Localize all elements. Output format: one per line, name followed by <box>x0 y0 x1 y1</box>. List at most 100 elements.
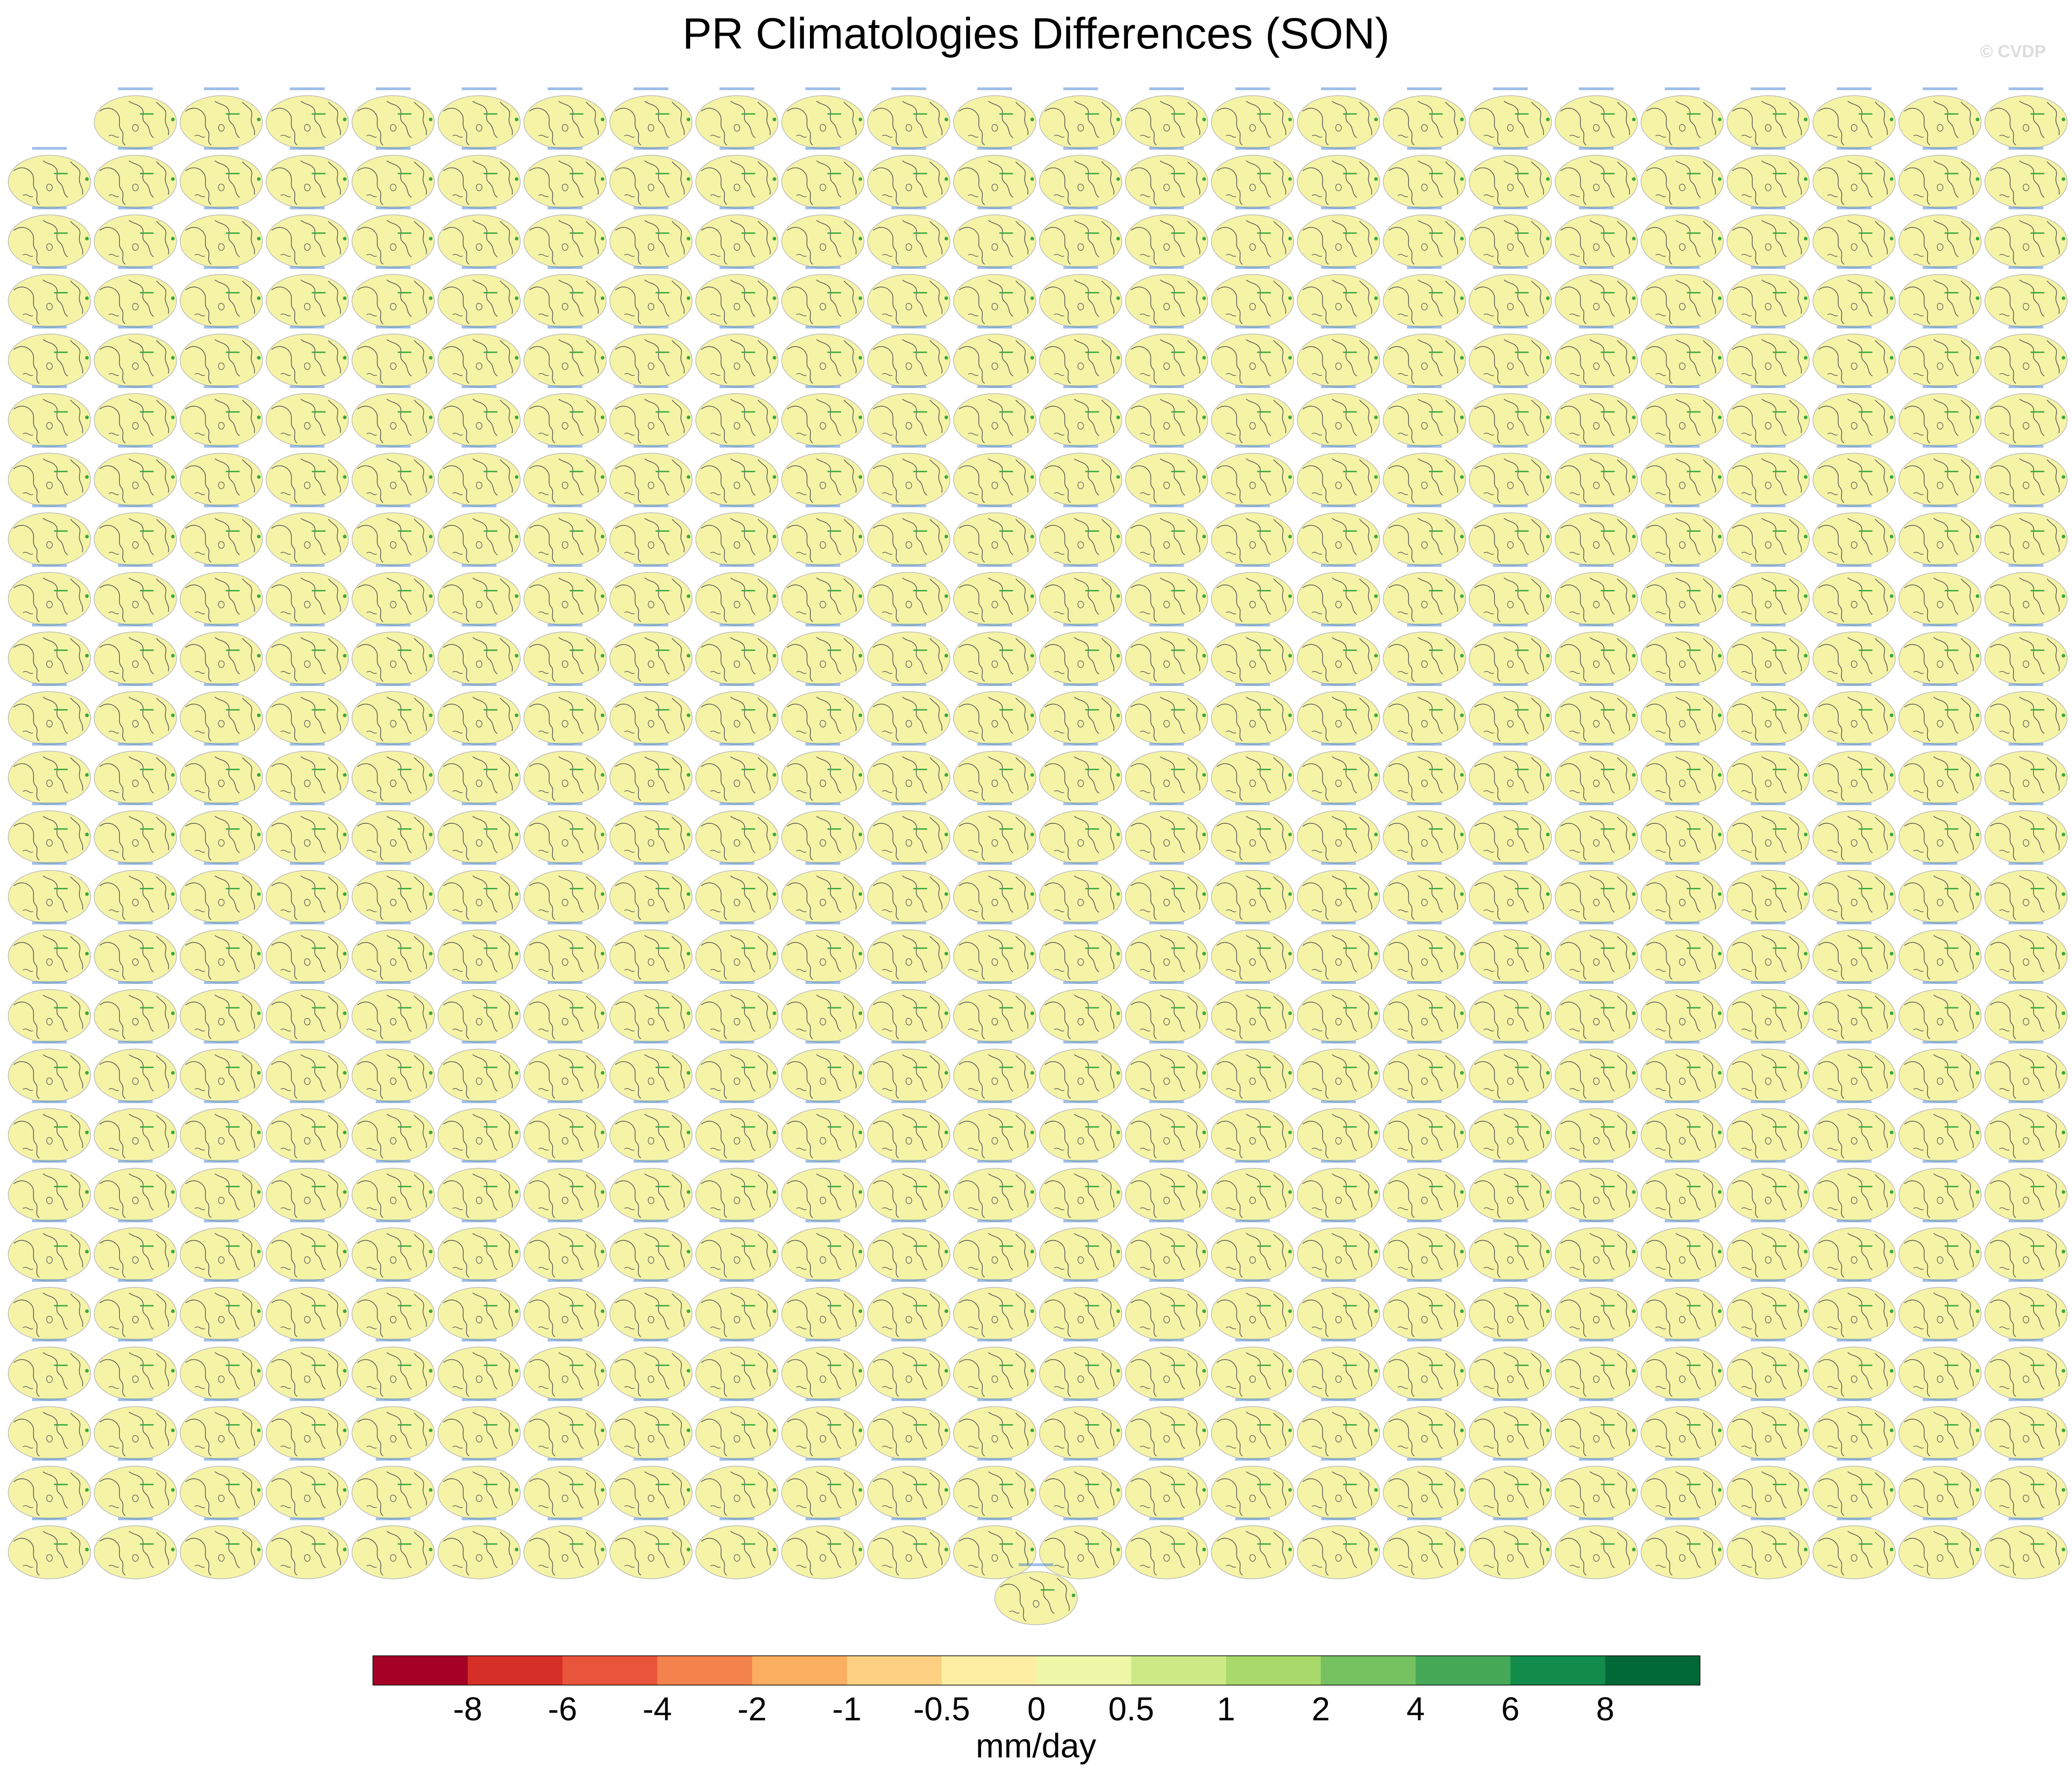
map-panel <box>437 1159 521 1222</box>
map-panel <box>1382 1457 1467 1520</box>
map-panel <box>523 861 607 924</box>
map-panel <box>1210 1517 1295 1580</box>
map-panel <box>1124 801 1209 865</box>
map-panel <box>7 921 92 984</box>
colorbar-tick-label: -8 <box>453 1691 482 1728</box>
map-panel <box>93 921 178 984</box>
map-panel <box>1898 86 1982 150</box>
map-panel <box>1812 86 1896 150</box>
map-panel <box>695 921 779 984</box>
map-panel <box>351 1040 435 1103</box>
map-panel <box>1898 563 1982 627</box>
map-panel <box>523 265 607 329</box>
map-panel <box>1039 1397 1123 1460</box>
map-panel <box>523 1219 607 1282</box>
map-panel <box>265 265 349 329</box>
map-panel <box>1210 861 1295 924</box>
map-panel <box>1812 623 1896 686</box>
map-panel <box>1039 325 1123 388</box>
map-panel <box>179 384 264 448</box>
map-panel <box>437 980 521 1043</box>
map-panel <box>1124 325 1209 388</box>
map-panel <box>265 205 349 269</box>
map-panel <box>1468 1457 1553 1520</box>
colorbar-tick-label: 0.5 <box>1108 1691 1154 1728</box>
colorbar-tick-label: 1 <box>1217 1691 1235 1728</box>
map-panel <box>609 1397 693 1460</box>
map-panel <box>953 86 1037 150</box>
map-panel <box>1468 801 1553 865</box>
map-panel <box>1468 1278 1553 1341</box>
map-panel <box>1468 921 1553 984</box>
map-panel <box>867 1040 951 1103</box>
map-panel <box>1554 86 1638 150</box>
map-panel <box>523 1338 607 1401</box>
map-panel <box>1039 265 1123 329</box>
map-panel <box>1726 325 1810 388</box>
map-panel <box>867 801 951 865</box>
map-panel <box>1468 1099 1553 1162</box>
map-panel <box>1984 623 2068 686</box>
map-panel <box>1726 861 1810 924</box>
map-panel <box>265 86 349 150</box>
map-panel <box>781 1517 865 1580</box>
map-panel <box>1554 1099 1638 1162</box>
map-panel <box>781 1278 865 1341</box>
map-panel <box>1812 325 1896 388</box>
map-panel <box>1726 1040 1810 1103</box>
map-panel <box>953 801 1037 865</box>
map-panel <box>609 1219 693 1282</box>
map-panel <box>437 384 521 448</box>
map-panel <box>1468 980 1553 1043</box>
map-panel <box>437 325 521 388</box>
map-panel <box>351 503 435 567</box>
colorbar-swatch <box>1131 1656 1226 1685</box>
map-panel <box>1210 1457 1295 1520</box>
map-panel <box>1124 742 1209 805</box>
map-panel <box>265 861 349 924</box>
map-panel <box>1812 742 1896 805</box>
map-panel <box>953 503 1037 567</box>
map-panel <box>7 1099 92 1162</box>
map-panel <box>695 384 779 448</box>
map-panel <box>867 1517 951 1580</box>
map-panel <box>1812 1517 1896 1580</box>
map-panel <box>7 1219 92 1282</box>
map-panel <box>1898 265 1982 329</box>
map-panel <box>1984 205 2068 269</box>
colorbar-swatch <box>1510 1656 1606 1685</box>
map-panel <box>953 1040 1037 1103</box>
map-panel <box>1382 921 1467 984</box>
map-panel <box>7 563 92 627</box>
map-panel <box>7 861 92 924</box>
map-panel <box>265 980 349 1043</box>
map-panel <box>1640 146 1724 209</box>
map-panel <box>179 325 264 388</box>
map-panel <box>1296 1457 1381 1520</box>
map-panel <box>1554 205 1638 269</box>
map-panel <box>265 1099 349 1162</box>
colorbar-tick-label: 4 <box>1407 1691 1425 1728</box>
map-panel <box>351 384 435 448</box>
map-panel <box>1382 265 1467 329</box>
map-panel <box>1640 1159 1724 1222</box>
map-panel <box>351 980 435 1043</box>
map-panel <box>351 265 435 329</box>
map-panel <box>437 1099 521 1162</box>
map-panel <box>437 86 521 150</box>
map-panel <box>953 146 1037 209</box>
map-panel <box>1898 1219 1982 1282</box>
map-panel <box>1554 623 1638 686</box>
map-panel <box>1984 682 2068 746</box>
map-panel <box>781 623 865 686</box>
map-panel <box>1296 1219 1381 1282</box>
map-panel <box>1812 801 1896 865</box>
map-panel <box>7 682 92 746</box>
map-panel <box>1382 1278 1467 1341</box>
map-panel <box>1124 1040 1209 1103</box>
map-panel <box>1124 1278 1209 1341</box>
map-panel <box>695 1040 779 1103</box>
map-panel <box>1296 1159 1381 1222</box>
map-panel <box>953 623 1037 686</box>
map-panel <box>781 1099 865 1162</box>
